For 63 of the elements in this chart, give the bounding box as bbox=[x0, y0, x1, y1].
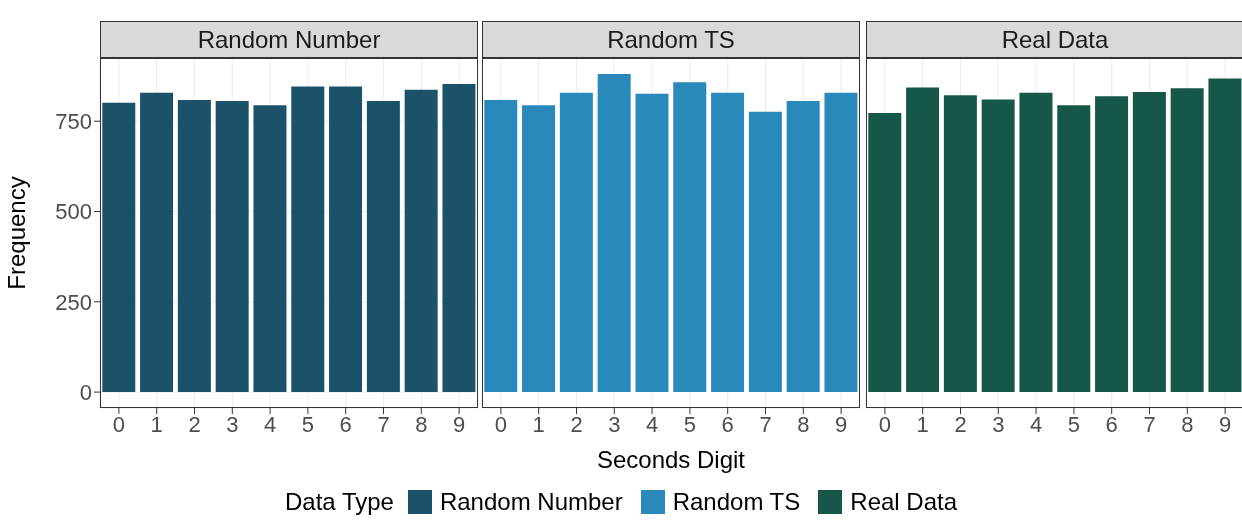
bar bbox=[635, 93, 669, 393]
y-tick-label: 0 bbox=[79, 379, 92, 405]
legend-label: Random Number bbox=[439, 488, 623, 516]
bar bbox=[981, 99, 1015, 393]
x-tick-label: 2 bbox=[188, 411, 201, 437]
bar bbox=[597, 73, 631, 393]
x-tick-label: 4 bbox=[645, 411, 659, 437]
bar bbox=[943, 95, 977, 393]
chart-title: Random TS bbox=[482, 21, 860, 58]
bar bbox=[786, 100, 820, 393]
x-tick-label: 9 bbox=[1218, 411, 1232, 437]
bar bbox=[868, 112, 902, 393]
legend-label: Random TS bbox=[672, 488, 801, 516]
x-tick-label: 1 bbox=[150, 411, 163, 437]
x-tick-label: 3 bbox=[226, 411, 239, 437]
x-tick-label: 0 bbox=[112, 411, 126, 437]
y-axis-title: Frequency bbox=[3, 176, 31, 290]
x-tick-label: 4 bbox=[263, 411, 277, 437]
x-tick-label: 1 bbox=[916, 411, 929, 437]
x-tick-label: 0 bbox=[878, 411, 892, 437]
x-tick-label: 5 bbox=[1067, 411, 1081, 437]
bar bbox=[1170, 88, 1204, 393]
x-tick-label: 2 bbox=[954, 411, 967, 437]
legend-label: Real Data bbox=[850, 488, 958, 516]
chart-title: Real Data bbox=[866, 21, 1242, 58]
bar bbox=[1208, 78, 1242, 393]
bar bbox=[673, 82, 707, 393]
bar bbox=[484, 99, 518, 393]
x-tick-label: 7 bbox=[1143, 411, 1156, 437]
x-tick-label: 7 bbox=[759, 411, 772, 437]
bar bbox=[1095, 96, 1129, 393]
x-tick-label: 8 bbox=[797, 411, 810, 437]
bar bbox=[522, 105, 556, 393]
x-tick-label: 1 bbox=[532, 411, 545, 437]
chart-title: Random Number bbox=[100, 21, 478, 58]
bar bbox=[824, 92, 858, 393]
x-tick-label: 2 bbox=[570, 411, 583, 437]
x-tick-label: 6 bbox=[721, 411, 734, 437]
x-tick-label: 0 bbox=[494, 411, 508, 437]
x-tick-label: 6 bbox=[339, 411, 352, 437]
x-tick-label: 5 bbox=[301, 411, 315, 437]
bar bbox=[906, 87, 940, 393]
x-tick-label: 4 bbox=[1029, 411, 1043, 437]
x-tick-label: 6 bbox=[1105, 411, 1118, 437]
x-tick-label: 3 bbox=[608, 411, 621, 437]
bar bbox=[748, 111, 782, 393]
bar bbox=[1057, 105, 1091, 393]
x-tick-label: 5 bbox=[683, 411, 697, 437]
bar bbox=[559, 92, 593, 393]
y-tick-label: 250 bbox=[55, 289, 92, 315]
y-tick-label: 500 bbox=[55, 199, 92, 225]
x-tick-label: 9 bbox=[834, 411, 848, 437]
y-tick-label: 750 bbox=[55, 109, 92, 135]
x-tick-label: 9 bbox=[452, 411, 466, 437]
legend-title: Data Type bbox=[284, 488, 394, 516]
x-tick-label: 8 bbox=[1181, 411, 1194, 437]
x-tick-label: 7 bbox=[377, 411, 390, 437]
x-tick-label: 8 bbox=[415, 411, 428, 437]
bar bbox=[711, 92, 745, 393]
x-tick-label: 3 bbox=[992, 411, 1005, 437]
bar bbox=[1132, 91, 1166, 393]
bar bbox=[1019, 92, 1053, 393]
x-axis-title: Seconds Digit bbox=[595, 446, 747, 474]
